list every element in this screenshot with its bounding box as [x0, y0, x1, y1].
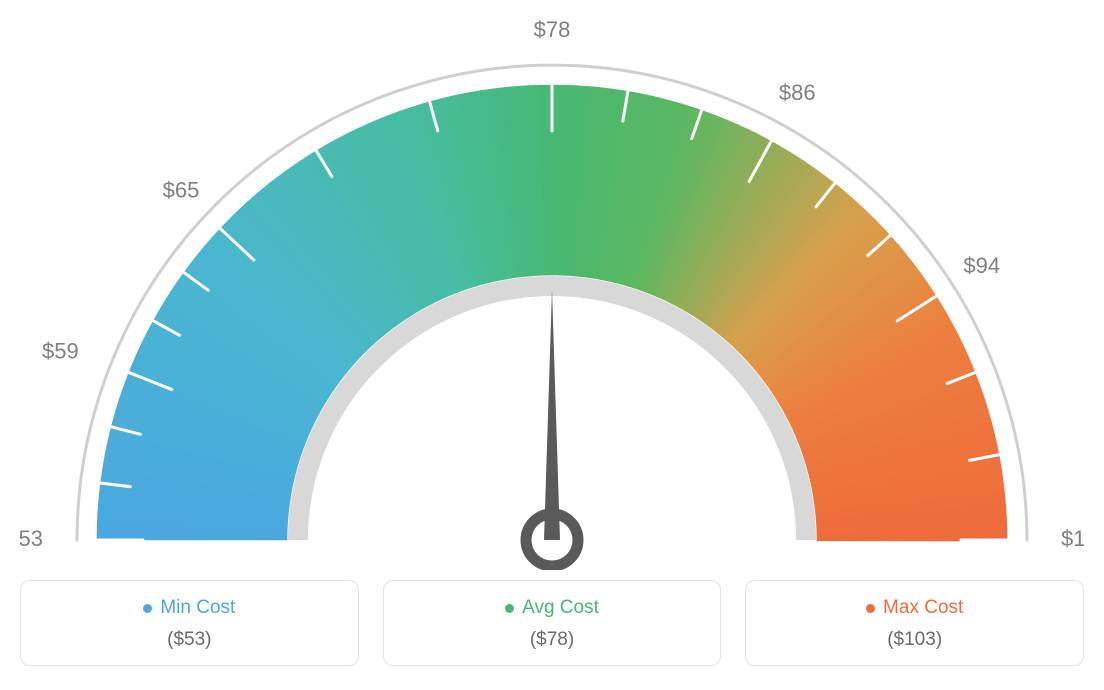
- gauge: $53 $59 $65 $78 $86 $94 $103: [20, 10, 1084, 570]
- legend-card-max: Max Cost ($103): [745, 580, 1084, 666]
- gauge-tick-label: $94: [963, 253, 1000, 278]
- gauge-tick-label: $78: [534, 17, 571, 42]
- legend-dot-avg: [505, 604, 514, 613]
- legend-row: Min Cost ($53) Avg Cost ($78) Max Cost (…: [20, 580, 1084, 666]
- gauge-needle: [526, 290, 578, 566]
- legend-label-avg: Avg Cost: [522, 597, 599, 619]
- gauge-tick-label: $86: [779, 80, 816, 105]
- legend-title-min: Min Cost: [143, 597, 235, 619]
- legend-value-avg: ($78): [530, 629, 574, 651]
- legend-dot-max: [866, 604, 875, 613]
- legend-value-min: ($53): [167, 629, 211, 651]
- gauge-tick-label: $65: [163, 177, 200, 202]
- legend-card-avg: Avg Cost ($78): [383, 580, 722, 666]
- legend-card-min: Min Cost ($53): [20, 580, 359, 666]
- gauge-tick-label: $53: [20, 526, 43, 551]
- gauge-tick-label: $103: [1061, 526, 1084, 551]
- legend-value-max: ($103): [887, 629, 942, 651]
- legend-title-avg: Avg Cost: [505, 597, 599, 619]
- legend-label-max: Max Cost: [883, 597, 963, 619]
- chart-container: $53 $59 $65 $78 $86 $94 $103 Min Cost ($53) Av…: [0, 0, 1104, 690]
- legend-title-max: Max Cost: [866, 597, 963, 619]
- gauge-tick-label: $59: [42, 338, 79, 363]
- legend-label-min: Min Cost: [160, 597, 235, 619]
- legend-dot-min: [143, 604, 152, 613]
